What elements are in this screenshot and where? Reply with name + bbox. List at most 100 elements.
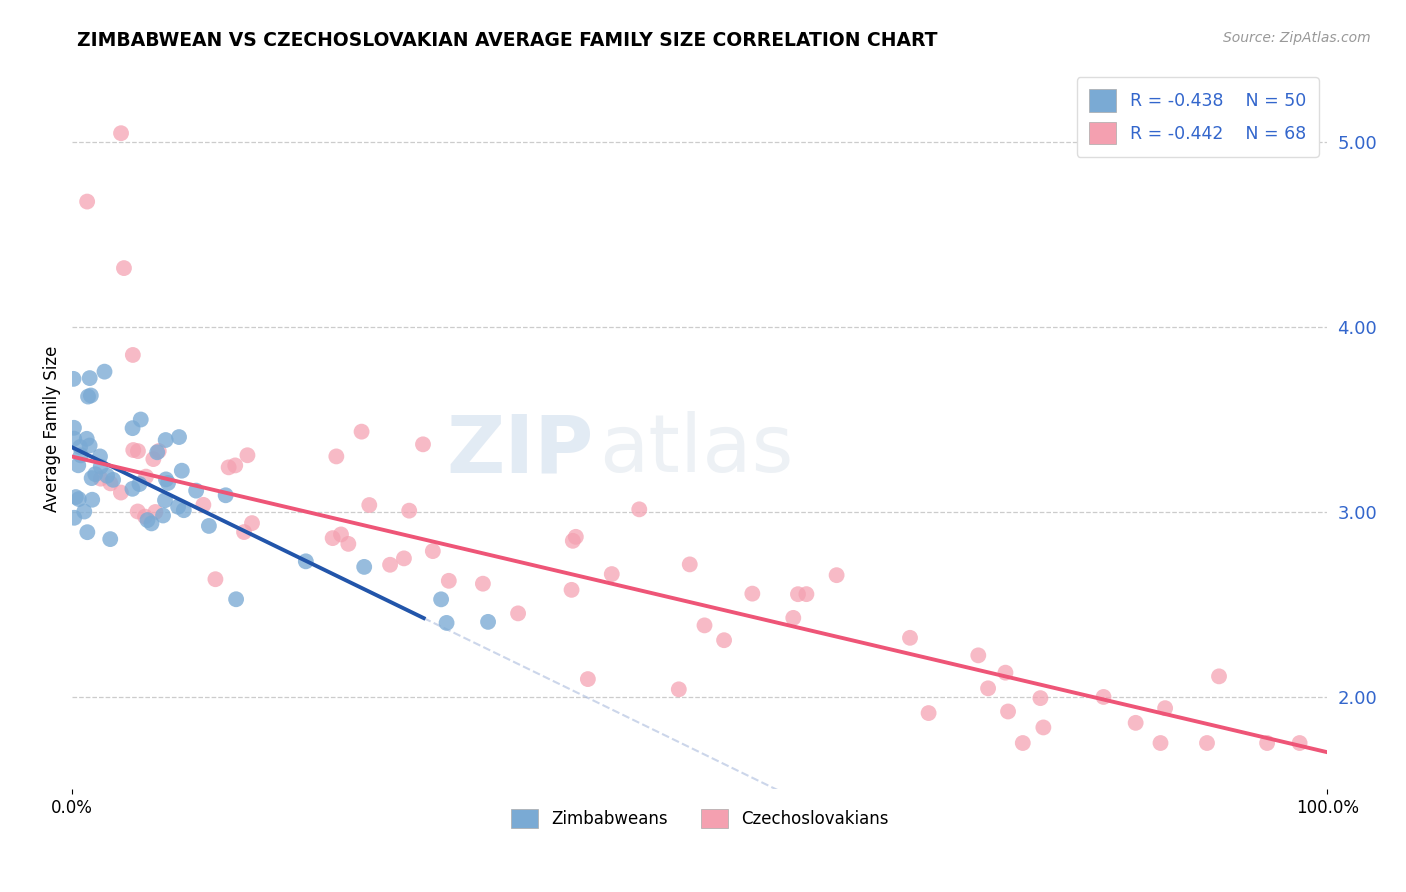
Point [436, 615, 458, 630]
Point [561, 582, 583, 597]
Point [98, 532, 121, 546]
Text: ZIP: ZIP [446, 411, 593, 490]
Point [142, 452, 165, 467]
Point [477, 615, 499, 629]
Point [80, 388, 103, 402]
Point [122, 443, 145, 458]
Point [96, 468, 118, 483]
Point [668, 682, 690, 697]
Point [337, 537, 360, 551]
Point [145, 505, 167, 519]
Point [100, 476, 122, 491]
Point [1256, 736, 1278, 750]
Point [65, 490, 87, 504]
Point [782, 611, 804, 625]
Point [561, 533, 583, 548]
Point [84, 467, 107, 482]
Point [325, 450, 347, 464]
Point [224, 458, 246, 473]
Point [412, 437, 434, 451]
Point [90, 459, 112, 474]
Point [359, 498, 381, 512]
Point [80, 471, 103, 485]
Point [63, 432, 86, 446]
Point [392, 551, 415, 566]
Point [967, 648, 990, 663]
Point [121, 348, 143, 362]
Point [198, 519, 221, 533]
Point [127, 444, 149, 458]
Point [917, 706, 939, 720]
Point [997, 705, 1019, 719]
Point [170, 464, 193, 478]
Point [350, 425, 373, 439]
Point [741, 587, 763, 601]
Point [1092, 690, 1115, 704]
Point [204, 572, 226, 586]
Point [218, 460, 240, 475]
Point [128, 477, 150, 491]
Point [129, 412, 152, 426]
Point [1154, 701, 1177, 715]
Point [76, 194, 98, 209]
Point [1125, 715, 1147, 730]
Point [146, 445, 169, 459]
Point [398, 503, 420, 517]
Point [565, 530, 588, 544]
Point [825, 568, 848, 582]
Point [173, 503, 195, 517]
Point [186, 483, 208, 498]
Point [233, 524, 256, 539]
Point [79, 438, 101, 452]
Point [167, 500, 190, 514]
Point [77, 390, 100, 404]
Point [422, 544, 444, 558]
Point [1149, 736, 1171, 750]
Point [63, 421, 86, 435]
Point [430, 592, 453, 607]
Point [1011, 736, 1033, 750]
Point [155, 433, 177, 447]
Point [155, 472, 177, 486]
Point [121, 421, 143, 435]
Point [67, 458, 90, 473]
Legend: Zimbabweans, Czechoslovakians: Zimbabweans, Czechoslovakians [505, 803, 896, 835]
Point [79, 371, 101, 385]
Point [787, 587, 810, 601]
Text: Source: ZipAtlas.com: Source: ZipAtlas.com [1223, 31, 1371, 45]
Point [127, 504, 149, 518]
Y-axis label: Average Family Size: Average Family Size [44, 346, 60, 512]
Point [796, 587, 818, 601]
Point [506, 607, 529, 621]
Point [628, 502, 651, 516]
Point [101, 473, 124, 487]
Point [76, 432, 98, 446]
Text: atlas: atlas [599, 411, 794, 490]
Point [236, 448, 259, 462]
Point [141, 516, 163, 531]
Point [62, 372, 84, 386]
Point [225, 592, 247, 607]
Point [693, 618, 716, 632]
Point [1195, 736, 1218, 750]
Point [89, 450, 111, 464]
Point [898, 631, 921, 645]
Point [215, 488, 238, 502]
Point [600, 567, 623, 582]
Text: ZIMBABWEAN VS CZECHOSLOVAKIAN AVERAGE FAMILY SIZE CORRELATION CHART: ZIMBABWEAN VS CZECHOSLOVAKIAN AVERAGE FA… [77, 31, 938, 50]
Point [330, 527, 353, 541]
Point [1208, 669, 1230, 683]
Point [67, 491, 90, 506]
Point [1288, 736, 1310, 750]
Point [1032, 721, 1054, 735]
Point [90, 472, 112, 486]
Point [69, 448, 91, 462]
Point [713, 633, 735, 648]
Point [994, 665, 1017, 680]
Point [679, 558, 702, 572]
Point [353, 560, 375, 574]
Point [136, 513, 159, 527]
Point [378, 558, 401, 572]
Point [157, 475, 180, 490]
Point [73, 504, 96, 518]
